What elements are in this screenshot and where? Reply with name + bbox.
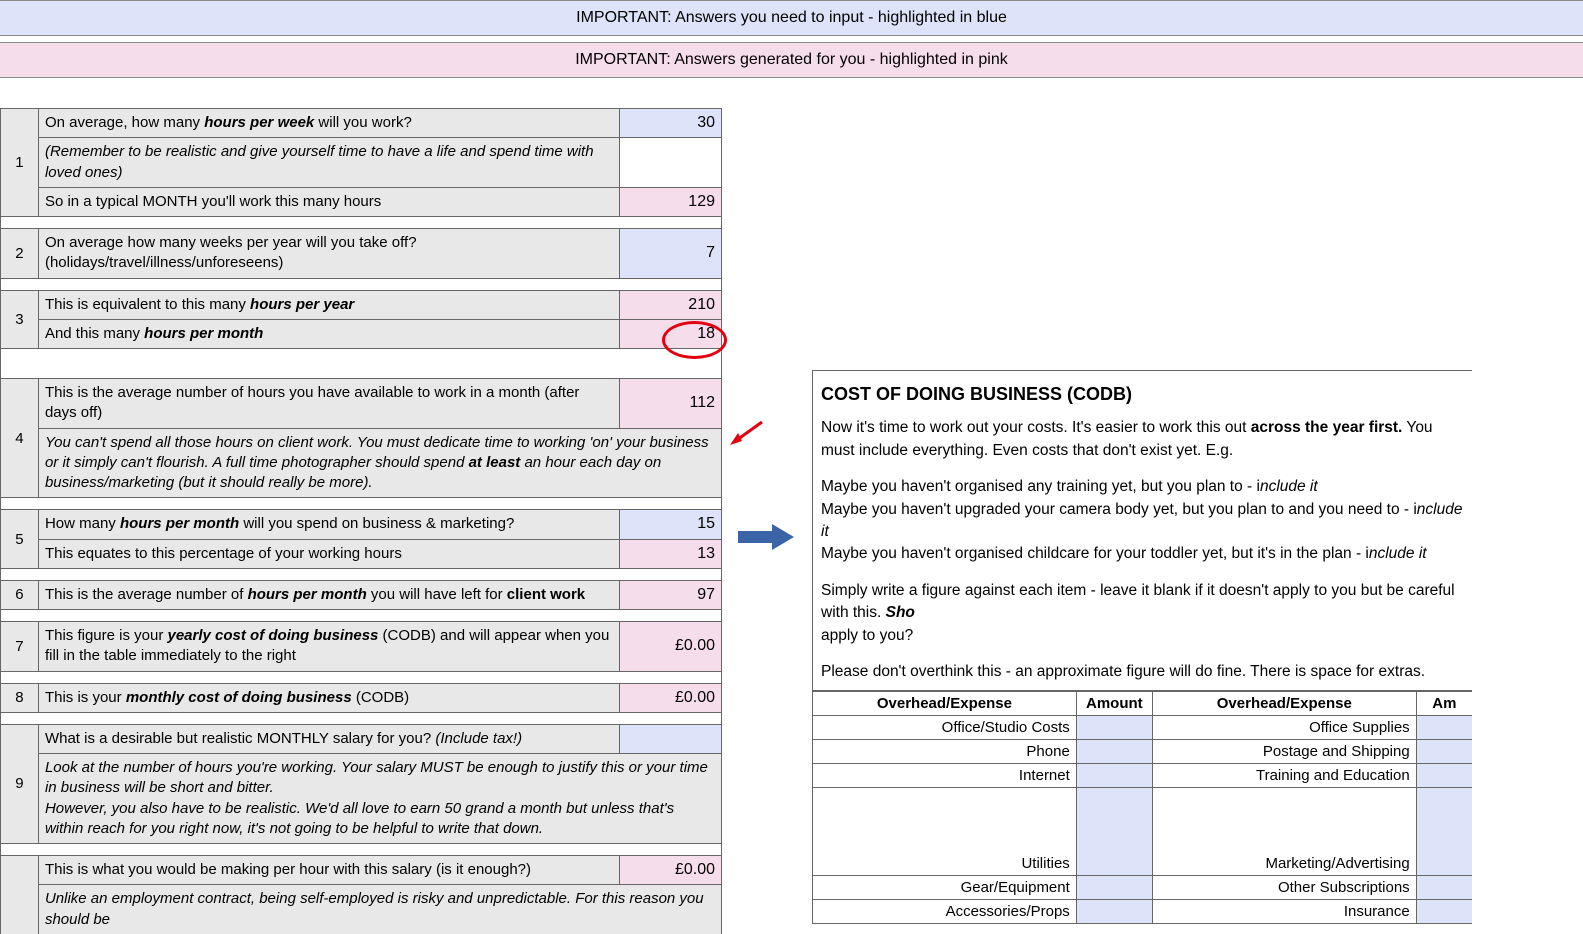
output-monthly-codb: £0.00 <box>620 683 722 712</box>
codb-bullets: Maybe you haven't organised any training… <box>821 476 1464 566</box>
label-hours-per-month: And this many hours per month <box>38 319 619 348</box>
note-salary: Look at the number of hours you're worki… <box>38 754 721 844</box>
row-number <box>1 856 39 934</box>
output-hours-per-month: 18 <box>620 319 722 348</box>
codb-intro: Now it's time to work out your costs. It… <box>821 417 1464 462</box>
expenses-table: Overhead/Expense Amount Overhead/Expense… <box>812 691 1472 924</box>
row-number: 2 <box>1 229 39 279</box>
note-risk: Unlike an employment contract, being sel… <box>38 885 721 934</box>
row-number: 9 <box>1 724 39 843</box>
expense-input[interactable] <box>1416 715 1472 739</box>
expense-input[interactable] <box>1076 787 1152 875</box>
label-per-hour: This is what you would be making per hou… <box>38 856 619 885</box>
expense-label: Office Supplies <box>1152 715 1416 739</box>
expense-input[interactable] <box>1416 763 1472 787</box>
expense-label: Phone <box>813 739 1077 763</box>
expenses-header: Amount <box>1076 691 1152 715</box>
label-hours-per-year: This is equivalent to this many hours pe… <box>38 290 619 319</box>
expenses-header: Overhead/Expense <box>1152 691 1416 715</box>
output-marketing-pct: 13 <box>620 539 722 568</box>
codb-explainer: COST OF DOING BUSINESS (CODB) Now it's t… <box>812 370 1472 691</box>
expense-input[interactable] <box>1076 715 1152 739</box>
expense-input[interactable] <box>1076 763 1152 787</box>
expenses-header: Am <box>1416 691 1472 715</box>
output-per-hour: £0.00 <box>620 856 722 885</box>
row-number: 4 <box>1 379 39 498</box>
codb-note: Please don't overthink this - an approxi… <box>821 661 1464 683</box>
output-client-hours: 97 <box>620 580 722 609</box>
expense-input[interactable] <box>1076 899 1152 923</box>
annotation-blue-arrow <box>736 522 796 552</box>
output-yearly-codb: £0.00 <box>620 622 722 672</box>
input-salary[interactable] <box>620 724 722 753</box>
input-hours-per-week[interactable]: 30 <box>620 109 722 138</box>
expense-input[interactable] <box>1076 739 1152 763</box>
label-marketing-pct: This equates to this percentage of your … <box>38 539 619 568</box>
result-label: So in a typical MONTH you'll work this m… <box>38 187 619 216</box>
row-number: 5 <box>1 510 39 569</box>
label-available-hours: This is the average number of hours you … <box>38 379 619 429</box>
expense-input[interactable] <box>1416 899 1472 923</box>
expense-label: Office/Studio Costs <box>813 715 1077 739</box>
expense-label: Marketing/Advertising <box>1152 787 1416 875</box>
empty-cell <box>620 138 722 188</box>
expense-label: Gear/Equipment <box>813 875 1077 899</box>
output-month-hours: 129 <box>620 187 722 216</box>
expense-label: Postage and Shipping <box>1152 739 1416 763</box>
expense-input[interactable] <box>1416 739 1472 763</box>
annotation-red-arrow <box>726 418 766 450</box>
question-hours-per-week: On average, how many hours per week will… <box>38 109 619 138</box>
row-number: 3 <box>1 290 39 349</box>
label-client-hours: This is the average number of hours per … <box>38 580 619 609</box>
banner-output-info: IMPORTANT: Answers generated for you - h… <box>0 42 1583 78</box>
question-salary: What is a desirable but realistic MONTHL… <box>38 724 619 753</box>
codb-title: COST OF DOING BUSINESS (CODB) <box>821 381 1464 407</box>
expense-label: Accessories/Props <box>813 899 1077 923</box>
expense-label: Other Subscriptions <box>1152 875 1416 899</box>
row-number: 7 <box>1 622 39 672</box>
label-yearly-codb: This figure is your yearly cost of doing… <box>38 622 619 672</box>
calculator-panel: 1 On average, how many hours per week wi… <box>0 108 722 934</box>
expenses-header: Overhead/Expense <box>813 691 1077 715</box>
input-marketing-hours[interactable]: 15 <box>620 510 722 539</box>
codb-instruction: Simply write a figure against each item … <box>821 580 1464 647</box>
label-monthly-codb: This is your monthly cost of doing busin… <box>38 683 619 712</box>
input-weeks-off[interactable]: 7 <box>620 229 722 279</box>
question-marketing-hours: How many hours per month will you spend … <box>38 510 619 539</box>
note-business-time: You can't spend all those hours on clien… <box>38 428 721 498</box>
expense-label: Training and Education <box>1152 763 1416 787</box>
output-hours-per-year: 210 <box>620 290 722 319</box>
row-number: 6 <box>1 580 39 609</box>
expense-label: Utilities <box>813 787 1077 875</box>
output-available-hours: 112 <box>620 379 722 429</box>
expense-label: Internet <box>813 763 1077 787</box>
expense-input[interactable] <box>1076 875 1152 899</box>
question-weeks-off: On average how many weeks per year will … <box>38 229 619 279</box>
expense-input[interactable] <box>1416 875 1472 899</box>
expense-label: Insurance <box>1152 899 1416 923</box>
banner-input-info: IMPORTANT: Answers you need to input - h… <box>0 0 1583 36</box>
expense-input[interactable] <box>1416 787 1472 875</box>
row-number: 1 <box>1 109 39 217</box>
hint-text: (Remember to be realistic and give yours… <box>38 138 619 188</box>
row-number: 8 <box>1 683 39 712</box>
